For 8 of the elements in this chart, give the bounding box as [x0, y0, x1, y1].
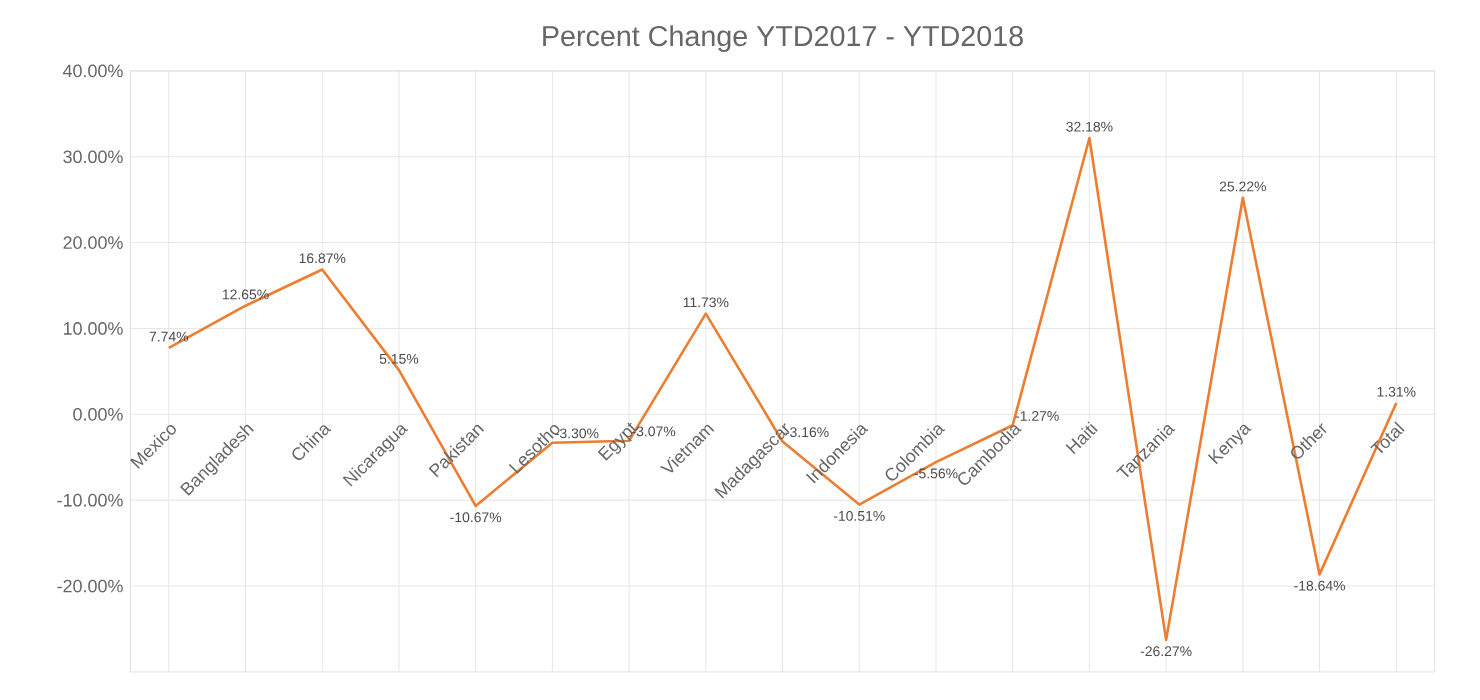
- y-tick-label: 20.00%: [63, 236, 123, 249]
- y-tick-label: 10.00%: [63, 321, 123, 335]
- y-tick-label: 0.00%: [73, 407, 123, 421]
- y-tick-label: 40.00%: [62, 64, 123, 78]
- y-tick-label: -20.00%: [57, 579, 123, 593]
- y-tick-label: -10.00%: [57, 493, 123, 507]
- chart-title: Percent Change YTD2017 - YTD2018: [543, 25, 1023, 52]
- y-tick-label: 30.00%: [63, 150, 123, 163]
